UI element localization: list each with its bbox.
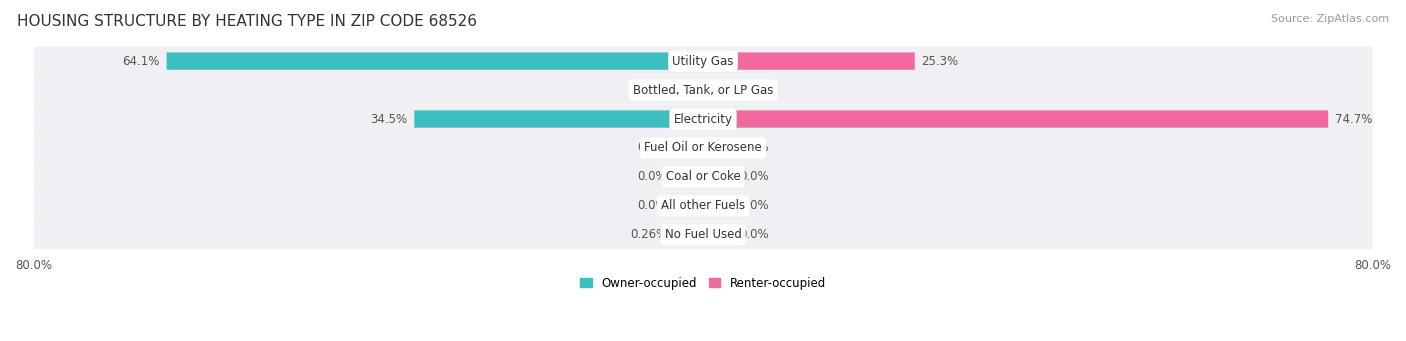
Text: No Fuel Used: No Fuel Used <box>665 228 741 241</box>
FancyBboxPatch shape <box>166 53 703 70</box>
FancyBboxPatch shape <box>34 133 1372 162</box>
Text: 1.2%: 1.2% <box>637 84 666 97</box>
FancyBboxPatch shape <box>673 197 703 214</box>
Text: 0.0%: 0.0% <box>740 84 769 97</box>
FancyBboxPatch shape <box>34 105 1372 133</box>
FancyBboxPatch shape <box>34 220 1372 249</box>
FancyBboxPatch shape <box>703 110 1329 128</box>
Text: 0.0%: 0.0% <box>740 228 769 241</box>
FancyBboxPatch shape <box>34 191 1372 220</box>
FancyBboxPatch shape <box>703 53 915 70</box>
Text: Electricity: Electricity <box>673 113 733 125</box>
FancyBboxPatch shape <box>673 226 703 243</box>
Text: 0.0%: 0.0% <box>637 199 666 212</box>
Text: 0.0%: 0.0% <box>637 142 666 154</box>
FancyBboxPatch shape <box>703 139 733 157</box>
Text: 0.0%: 0.0% <box>637 170 666 183</box>
Legend: Owner-occupied, Renter-occupied: Owner-occupied, Renter-occupied <box>575 272 831 294</box>
Text: HOUSING STRUCTURE BY HEATING TYPE IN ZIP CODE 68526: HOUSING STRUCTURE BY HEATING TYPE IN ZIP… <box>17 14 477 29</box>
Text: 34.5%: 34.5% <box>370 113 408 125</box>
Text: Coal or Coke: Coal or Coke <box>665 170 741 183</box>
Text: 64.1%: 64.1% <box>122 55 160 68</box>
FancyBboxPatch shape <box>703 168 733 186</box>
FancyBboxPatch shape <box>34 162 1372 191</box>
Text: 74.7%: 74.7% <box>1334 113 1372 125</box>
Text: Fuel Oil or Kerosene: Fuel Oil or Kerosene <box>644 142 762 154</box>
Text: Source: ZipAtlas.com: Source: ZipAtlas.com <box>1271 14 1389 24</box>
Text: Utility Gas: Utility Gas <box>672 55 734 68</box>
Text: 25.3%: 25.3% <box>921 55 959 68</box>
FancyBboxPatch shape <box>703 197 733 214</box>
FancyBboxPatch shape <box>415 110 703 128</box>
FancyBboxPatch shape <box>703 81 733 99</box>
Text: All other Fuels: All other Fuels <box>661 199 745 212</box>
FancyBboxPatch shape <box>34 47 1372 76</box>
FancyBboxPatch shape <box>673 139 703 157</box>
FancyBboxPatch shape <box>673 81 703 99</box>
FancyBboxPatch shape <box>703 226 733 243</box>
Text: 0.0%: 0.0% <box>740 170 769 183</box>
Text: 0.0%: 0.0% <box>740 142 769 154</box>
FancyBboxPatch shape <box>673 168 703 186</box>
FancyBboxPatch shape <box>34 76 1372 105</box>
Text: 0.26%: 0.26% <box>630 228 666 241</box>
Text: Bottled, Tank, or LP Gas: Bottled, Tank, or LP Gas <box>633 84 773 97</box>
Text: 0.0%: 0.0% <box>740 199 769 212</box>
